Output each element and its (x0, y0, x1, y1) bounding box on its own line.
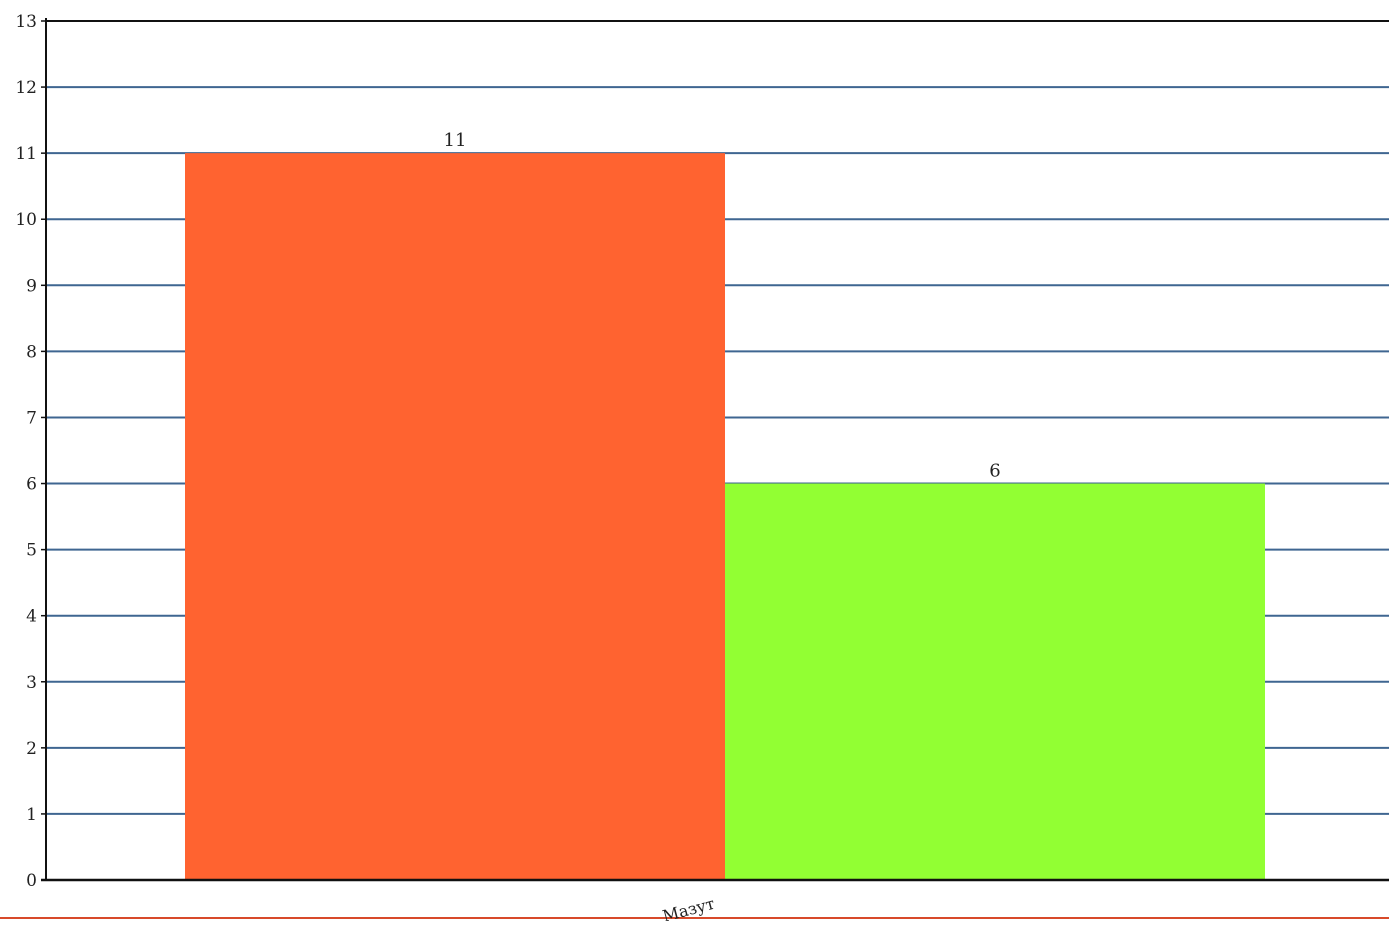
y-tick-label: 0 (26, 871, 37, 891)
data-label: 11 (444, 130, 467, 151)
y-tick-label: 6 (26, 475, 37, 495)
y-tick-label: 1 (26, 805, 37, 825)
x-category-label: Мазут (661, 894, 717, 921)
axes (0, 18, 1389, 919)
data-label-background (980, 457, 1010, 482)
y-tick-label: 10 (15, 210, 37, 230)
y-tick-label: 9 (26, 276, 37, 296)
data-label-background (440, 127, 470, 152)
y-tick-label: 12 (15, 78, 37, 98)
y-tick-label: 4 (26, 607, 37, 627)
data-label: 6 (989, 461, 1000, 482)
y-tick-label: 2 (26, 739, 37, 759)
bar (725, 483, 1265, 880)
y-tick-label: 7 (26, 408, 37, 428)
y-tick-label: 13 (15, 12, 37, 32)
y-tick-label: 11 (15, 144, 37, 164)
y-tick-label: 5 (26, 541, 37, 561)
bar (185, 153, 725, 881)
bars (185, 153, 1265, 881)
y-tick-label: 3 (26, 673, 37, 693)
y-tick-label: 8 (26, 342, 37, 362)
